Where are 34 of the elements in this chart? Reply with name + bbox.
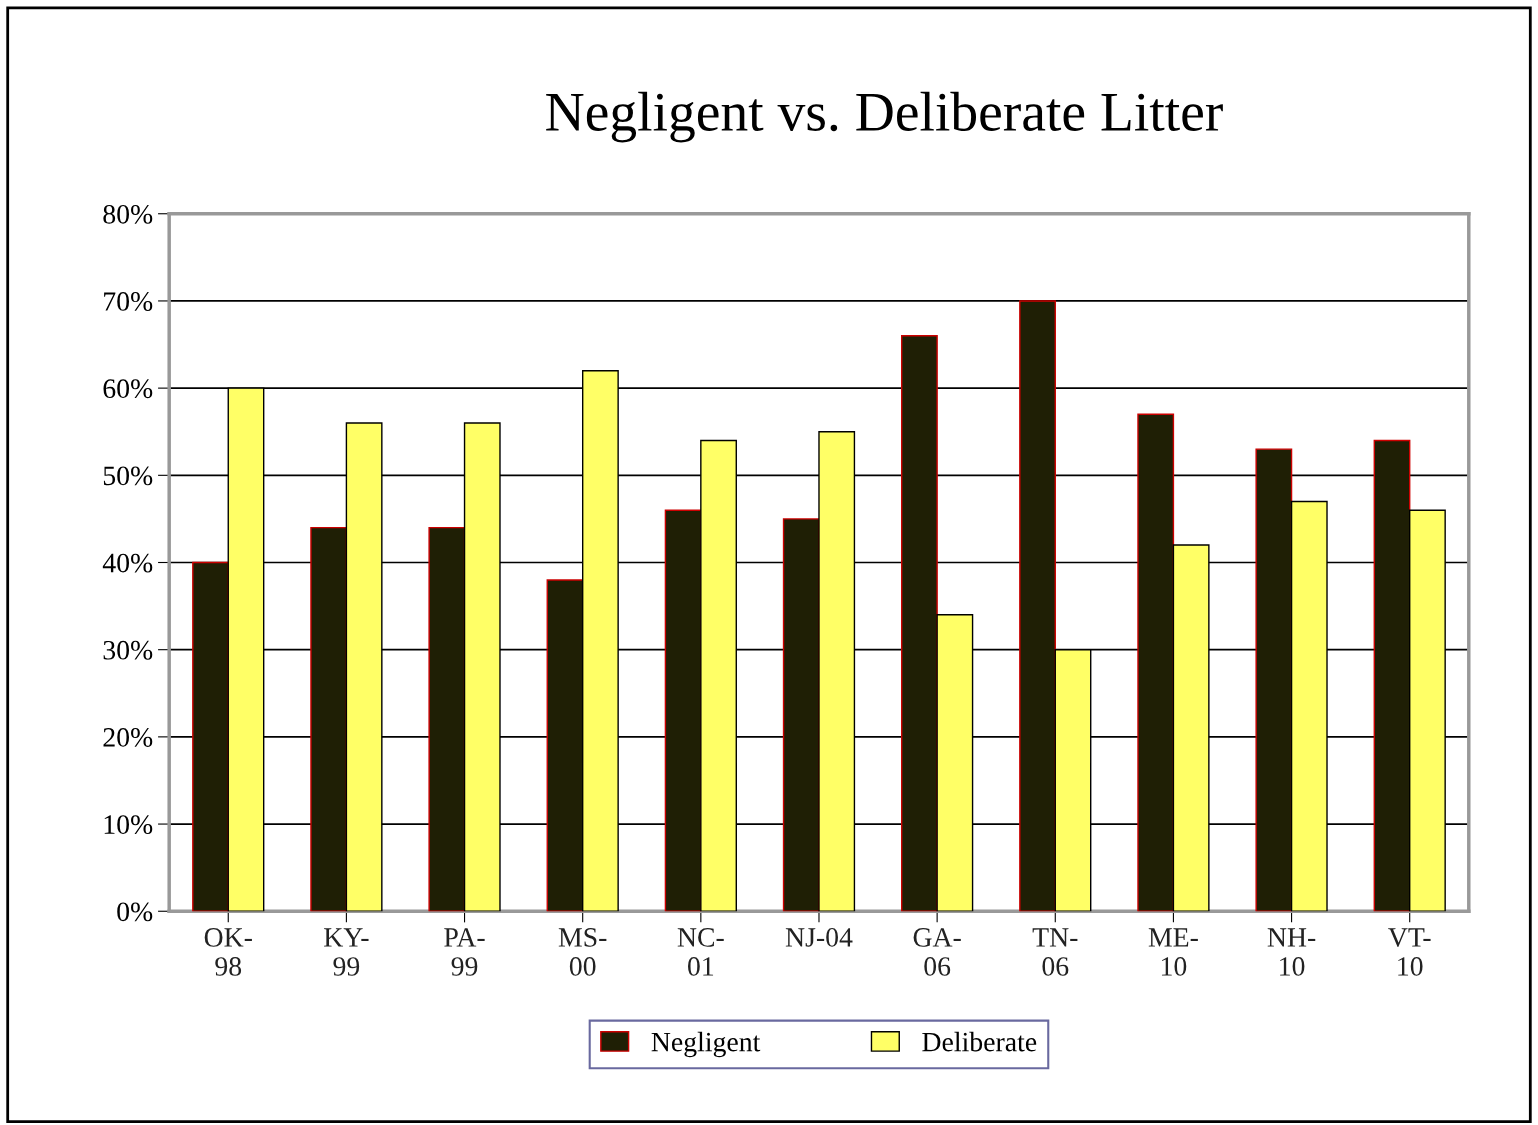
y-tick-label: 30% xyxy=(103,640,153,660)
y-tick-label: 10% xyxy=(104,815,153,835)
bar xyxy=(546,579,584,912)
x-tick-label: NC- 01 xyxy=(677,928,724,976)
y-tick-label: 80% xyxy=(103,204,153,224)
legend-label: Deliberate xyxy=(922,1031,1037,1052)
bar xyxy=(310,526,348,912)
x-tick-label: NJ-04 xyxy=(785,928,853,947)
bar xyxy=(664,509,702,912)
x-tick-label: VT- 10 xyxy=(1388,928,1431,976)
x-tick-label: TN- 06 xyxy=(1032,928,1078,976)
y-tick-label: 70% xyxy=(104,292,153,311)
y-tick-label: 20% xyxy=(103,728,153,747)
x-tick-label: ME- 10 xyxy=(1148,928,1198,976)
bar xyxy=(782,518,820,912)
bar xyxy=(1373,439,1411,912)
y-tick-label: 40% xyxy=(102,553,153,573)
bar xyxy=(900,335,938,912)
chart-title: Negligent vs. Deliberate Litter xyxy=(546,91,1223,143)
x-tick-label: NH- 10 xyxy=(1267,928,1316,976)
x-tick-label: KY- 99 xyxy=(324,928,369,976)
legend-label: Negligent xyxy=(651,1031,761,1058)
y-tick-label: 60% xyxy=(103,379,153,399)
x-tick-label: PA- 99 xyxy=(444,928,485,976)
bar xyxy=(192,561,229,912)
bar xyxy=(1019,300,1056,912)
x-tick-label: MS- 00 xyxy=(558,928,607,976)
bar xyxy=(428,526,466,912)
y-tick-label: 0% xyxy=(117,902,153,922)
x-tick-label: OK- 98 xyxy=(204,928,252,976)
y-tick-label: 50% xyxy=(103,466,153,486)
x-tick-label: GA- 06 xyxy=(913,928,961,976)
bar xyxy=(1255,448,1293,912)
bar xyxy=(1137,413,1175,912)
